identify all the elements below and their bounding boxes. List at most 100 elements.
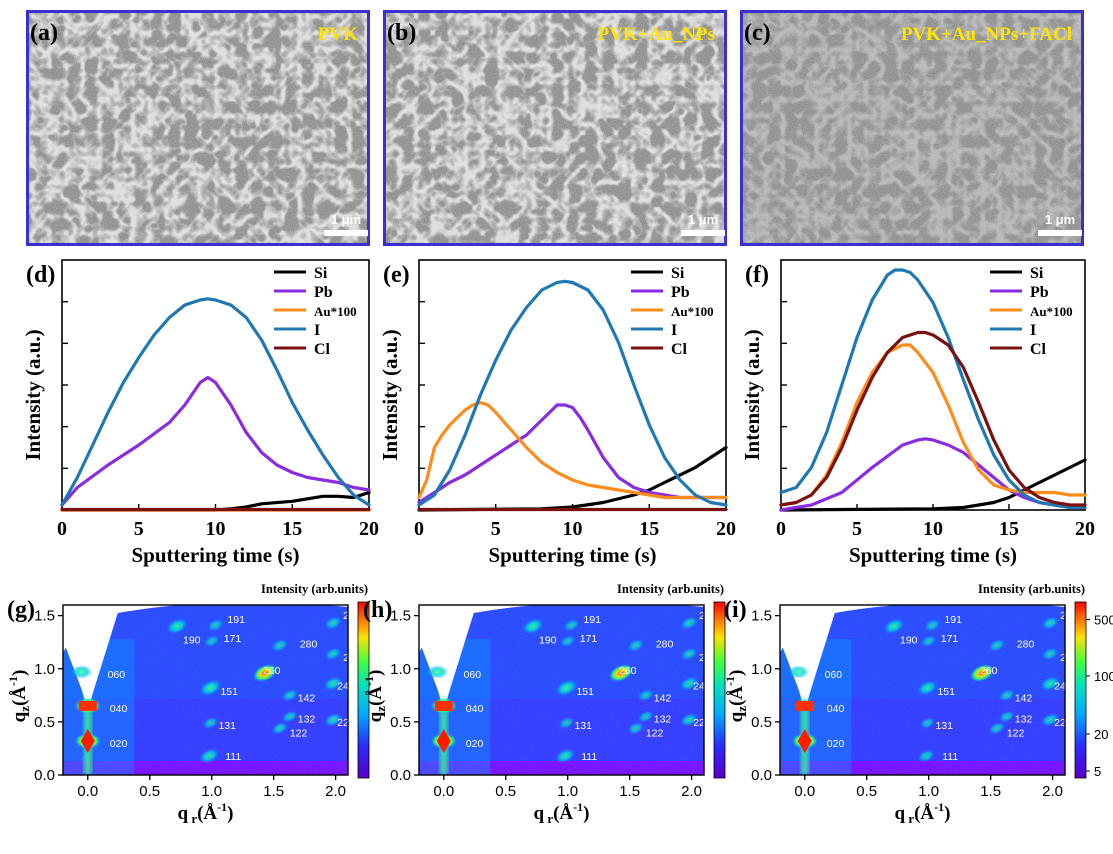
diffraction-peak <box>1041 712 1060 727</box>
legend-label: Au*100 <box>1030 304 1073 319</box>
series-line-i <box>779 268 1087 510</box>
sem-panel: (b) PVK+Au_NPs 1 μm <box>383 10 727 246</box>
legend-label: Au*100 <box>671 304 714 319</box>
x-tick-label: 0.5 <box>856 783 877 800</box>
peak-label: 151 <box>220 686 238 698</box>
y-tick-label: 1.5 <box>390 608 411 625</box>
peak-label: 222 <box>1054 717 1072 729</box>
y-tick-label: 0.0 <box>390 767 411 784</box>
series-line-cl <box>779 330 1087 507</box>
diffraction-peak <box>560 635 576 647</box>
x-tick-label: 0 <box>57 518 67 540</box>
plot-frame <box>779 604 1066 776</box>
diffraction-peak <box>1040 676 1060 691</box>
colorbar <box>1074 601 1087 779</box>
diffraction-peak <box>70 665 93 679</box>
panel-letter: (g) <box>7 597 35 623</box>
sem-grain-boundaries <box>383 10 727 246</box>
diffraction-peak <box>988 721 1006 735</box>
y-axis-label: qz(Å-1) <box>723 670 749 723</box>
y-tick-label: 1.5 <box>751 608 772 625</box>
line-chart: 0 5 10 15 20 Sputtering time (s) Intensity (a.… <box>378 259 736 567</box>
diffraction-peak <box>555 679 578 697</box>
y-axis-label: qz(Å-1) <box>6 670 32 723</box>
peak-label: 132 <box>298 714 316 726</box>
peak-label: 132 <box>654 714 672 726</box>
map-area <box>419 605 704 775</box>
x-tick-label: 5 <box>852 518 862 540</box>
diffraction-peak <box>970 664 994 682</box>
legend-label: Si <box>314 265 328 282</box>
missing-wedge <box>419 605 704 711</box>
peak-label: 020 <box>827 738 845 750</box>
legend-label: I <box>314 322 320 339</box>
peak-label: 040 <box>827 703 845 715</box>
colorbar-title: Intensity (arb.units) <box>261 582 368 596</box>
x-tick-label: 0.5 <box>139 783 160 800</box>
peak-label: 040 <box>110 703 128 715</box>
peak-label: 242 <box>337 681 355 693</box>
diffraction-peak <box>207 619 224 632</box>
peak-label: 191 <box>944 614 962 626</box>
sem-sample-label: PVK+Au_NPs <box>598 24 715 45</box>
colorbar-tick-label: 100 <box>1094 669 1113 684</box>
peak-label: 131 <box>935 720 953 732</box>
diffraction-peak <box>324 616 342 630</box>
x-axis-label: Sputtering time (s) <box>489 543 657 567</box>
diffraction-peak <box>998 710 1015 723</box>
peak-label: 260 <box>263 665 281 677</box>
y-axis-label: qz(Å-1) <box>362 670 388 723</box>
x-tick-label: 0.0 <box>77 783 98 800</box>
peak-label: 190 <box>539 634 557 646</box>
peak-label: 190 <box>900 634 918 646</box>
diffraction-peak <box>609 664 633 682</box>
panel-letter: (d) <box>26 262 55 288</box>
diffraction-peak <box>253 664 277 682</box>
peak-label: 280 <box>1017 638 1035 650</box>
peak-label: 111 <box>581 751 597 763</box>
scale-bar-label: 1 μm <box>1045 212 1075 227</box>
diffraction-peak <box>522 618 544 635</box>
legend-label: Au*100 <box>314 304 357 319</box>
scale-bar-label: 1 μm <box>331 212 361 227</box>
x-axis-label: Sputtering time (s) <box>132 543 300 567</box>
diffraction-peak <box>988 639 1006 652</box>
series-line-si <box>417 445 728 512</box>
diffraction-peak <box>637 710 654 723</box>
y-axis-label: Intensity (a.u.) <box>378 329 402 460</box>
sem-panel-letter: (a) <box>30 20 58 46</box>
x-tick-label: 10 <box>206 518 226 540</box>
peak-label: 060 <box>464 669 482 681</box>
x-tick-label: 20 <box>716 518 736 540</box>
peak-label: 111 <box>942 751 958 763</box>
diffraction-peak <box>627 721 645 735</box>
colorbar-title: Intensity (arb.units) <box>978 582 1085 596</box>
diffraction-peak <box>204 635 220 647</box>
x-tick-label: 1.0 <box>201 783 222 800</box>
map-area <box>780 605 1065 775</box>
x-tick-label: 1.0 <box>557 783 578 800</box>
diffraction-peak <box>917 749 935 763</box>
panel-letter: (h) <box>363 597 392 623</box>
y-tick-label: 0.0 <box>751 767 772 784</box>
peak-label: 280 <box>300 638 318 650</box>
diffraction-peak <box>271 721 289 735</box>
series-line-pb <box>417 403 728 505</box>
x-tick-label: 20 <box>359 518 379 540</box>
x-tick-label: 0.0 <box>794 783 815 800</box>
diffraction-peak <box>324 647 342 661</box>
legend-label: I <box>1030 322 1036 339</box>
x-tick-label: 0.5 <box>495 783 516 800</box>
sem-panel: (a) PVK 1 μm <box>26 10 370 246</box>
line-chart: 0 5 10 15 20 Sputtering time (s) Intensity (a.… <box>740 259 1095 567</box>
series-line-pb <box>60 375 371 507</box>
x-tick-label: 2.0 <box>681 783 702 800</box>
sem-grain-boundaries <box>740 10 1084 246</box>
diffraction-peak <box>558 716 575 729</box>
diffraction-peak <box>199 679 222 697</box>
x-tick-label: 20 <box>1075 518 1095 540</box>
x-tick-label: 5 <box>491 518 501 540</box>
